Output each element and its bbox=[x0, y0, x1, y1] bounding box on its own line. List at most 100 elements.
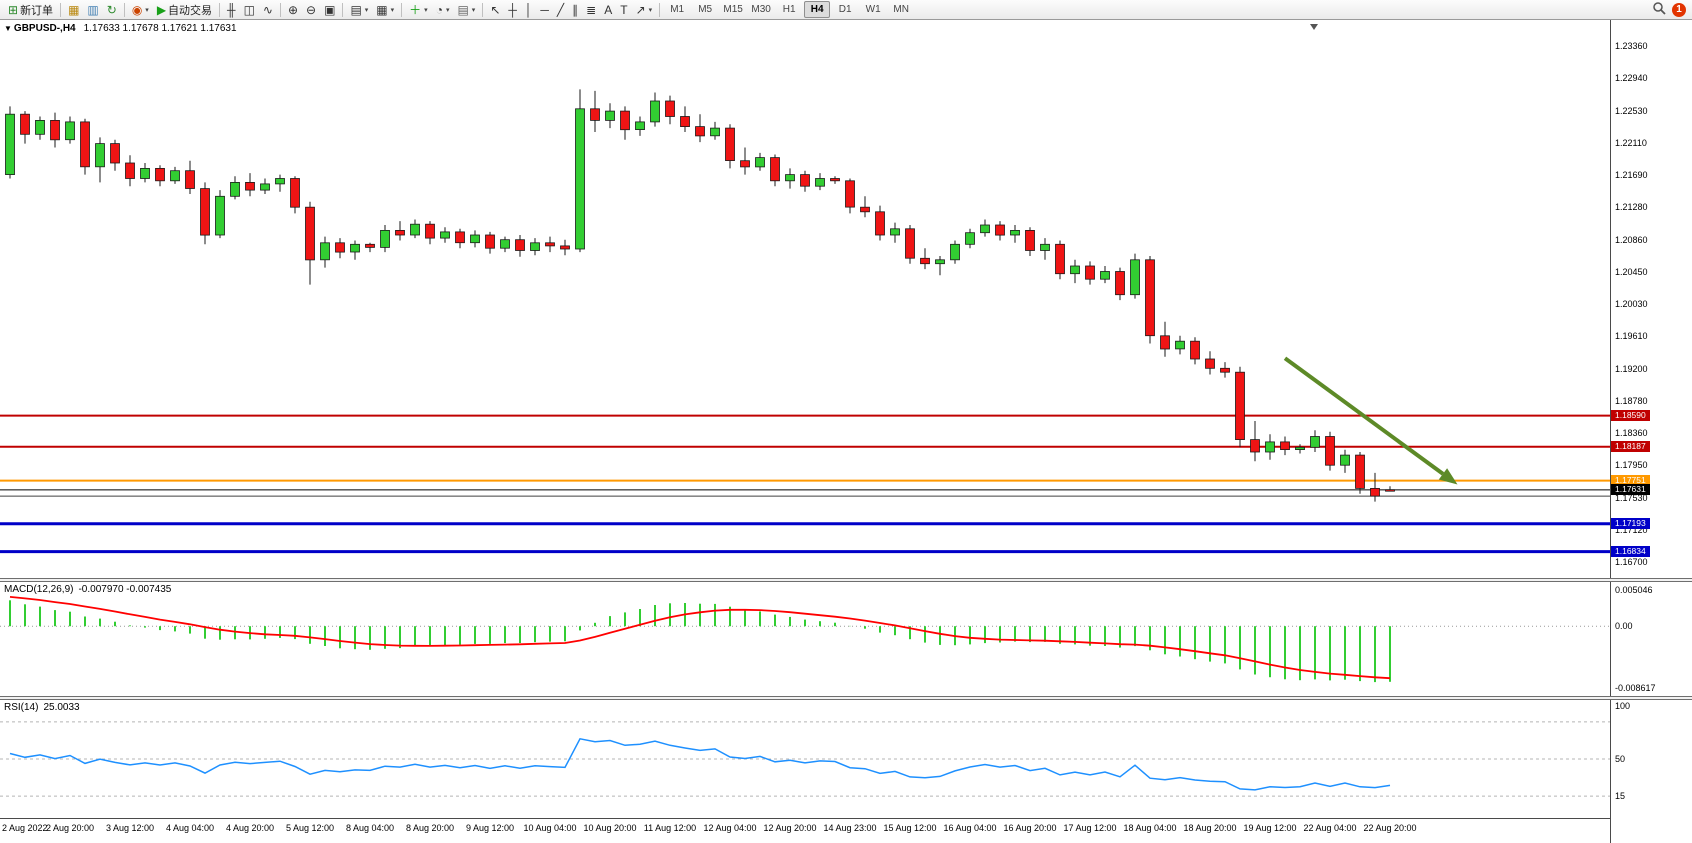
dropdown-caret-icon[interactable]: ▾ bbox=[445, 6, 450, 14]
collapse-triangle-icon[interactable]: ▼ bbox=[4, 24, 12, 33]
new-order-button-label: 新订单 bbox=[20, 4, 54, 17]
channel-tool-icon: ∥ bbox=[572, 2, 579, 17]
chart-ohlc-values: 1.17633 1.17678 1.17621 1.17631 bbox=[83, 23, 237, 34]
vertical-line-tool-button[interactable]: │ bbox=[521, 0, 537, 19]
time-axis-label: 18 Aug 20:00 bbox=[1183, 823, 1237, 833]
toolbar-group-windows: ▤ ▾ ▦ ▾ bbox=[346, 0, 398, 19]
macd-indicator-label: MACD(12,26,9) -0.007970 -0.007435 bbox=[4, 584, 171, 595]
toolbar-separator bbox=[60, 2, 62, 17]
fibonacci-tool-icon: ≣ bbox=[586, 2, 597, 17]
time-axis-label: 8 Aug 04:00 bbox=[345, 823, 395, 833]
indicator-list-icon: ▤ bbox=[350, 2, 362, 17]
refresh-button[interactable]: ↻ bbox=[103, 0, 121, 19]
dropdown-caret-icon[interactable]: ▾ bbox=[471, 6, 476, 14]
arrows-tool-button[interactable]: ↗ ▾ bbox=[632, 0, 657, 19]
price-tick-label: 1.18360 bbox=[1615, 428, 1648, 438]
dropdown-caret-icon[interactable]: ▾ bbox=[390, 6, 395, 14]
time-axis[interactable]: 2 Aug 2022 2 Aug 20:00 3 Aug 12:00 4 Aug 04… bbox=[0, 818, 1610, 843]
fibonacci-tool-button[interactable]: ≣ bbox=[582, 0, 600, 19]
text-tool-button[interactable]: A bbox=[600, 0, 616, 19]
add-indicator-button[interactable]: ＋ ▾ bbox=[405, 0, 432, 19]
timeframe-h1-button[interactable]: H1 bbox=[782, 4, 796, 15]
charts-button[interactable]: ▦ bbox=[64, 0, 83, 19]
price-axis[interactable]: 1.23360 1.22940 1.22530 1.22110 1.21690 1.212… bbox=[1610, 20, 1692, 843]
price-tick-label: 1.19610 bbox=[1615, 331, 1648, 342]
new-chart-button[interactable]: ◉ ▾ bbox=[128, 0, 153, 19]
rsi-axis-label: 100 bbox=[1615, 701, 1631, 711]
macd-axis-label: -0.008617 bbox=[1615, 683, 1656, 693]
vertical-line-tool-icon: │ bbox=[524, 2, 533, 17]
zoom-in-icon: ⊕ bbox=[287, 2, 299, 17]
zoom-out-button[interactable]: ⊖ bbox=[302, 0, 320, 19]
add-indicator-icon: ＋ bbox=[409, 2, 422, 17]
price-tick-label: 1.21690 bbox=[1615, 170, 1648, 180]
panel-splitter[interactable] bbox=[0, 578, 1692, 582]
time-axis-label: 8 Aug 20:00 bbox=[405, 823, 455, 833]
price-tick-label: 1.18780 bbox=[1615, 395, 1648, 406]
timeframe-w1-button[interactable]: W1 bbox=[865, 4, 881, 15]
time-axis-label: 10 Aug 20:00 bbox=[583, 823, 637, 833]
time-axis-label: 22 Aug 04:00 bbox=[1303, 823, 1357, 833]
trendline-tool-button[interactable]: ╱ bbox=[553, 0, 568, 19]
macd-panel-canvas[interactable] bbox=[0, 582, 1610, 696]
label-tool-button[interactable]: T bbox=[616, 0, 631, 19]
periods-button[interactable]: ◔ ▾ bbox=[432, 0, 454, 19]
toolbar-separator bbox=[123, 2, 125, 17]
new-order-button[interactable]: ⊞ 新订单 bbox=[4, 0, 57, 19]
autotrading-icon: ▶ bbox=[156, 2, 167, 17]
arrows-tool-icon: ↗ bbox=[635, 2, 646, 17]
profiles-button[interactable]: ▥ bbox=[83, 0, 102, 19]
template-button[interactable]: ▤ ▾ bbox=[453, 0, 479, 19]
rsi-line bbox=[9, 737, 1391, 791]
cursor-tool-button[interactable]: ↖ bbox=[486, 0, 504, 19]
price-tick-label: 1.19200 bbox=[1615, 363, 1648, 374]
search-button[interactable] bbox=[1652, 1, 1666, 18]
rsi-indicator-label: RSI(14) 25.0033 bbox=[4, 702, 80, 713]
price-chart-canvas[interactable] bbox=[0, 20, 1610, 578]
tile-windows-button[interactable]: ▣ bbox=[320, 0, 339, 19]
autotrading-button[interactable]: ▶ 自动交易 bbox=[153, 0, 216, 19]
crosshair-tool-button[interactable]: ┼ bbox=[504, 0, 521, 19]
toolbar-group-chart-types: ╫ ◫ ∿ bbox=[223, 0, 277, 19]
toolbar-group-orders: ⊞ 新订单 bbox=[4, 0, 57, 19]
timeframe-d1-button[interactable]: D1 bbox=[838, 4, 852, 15]
dropdown-caret-icon[interactable]: ▾ bbox=[424, 6, 428, 14]
chart-shift-marker-icon[interactable] bbox=[1310, 24, 1318, 30]
candlestick-chart-icon: ◫ bbox=[243, 2, 255, 17]
charts-icon: ▦ bbox=[68, 2, 80, 17]
template-icon: ▤ bbox=[457, 2, 469, 17]
rsi-axis-label: 15 bbox=[1615, 791, 1626, 802]
timeframe-m30-button[interactable]: M30 bbox=[751, 4, 771, 15]
new-order-icon: ⊞ bbox=[8, 2, 19, 17]
price-tick-label: 1.22530 bbox=[1615, 105, 1648, 116]
panel-splitter[interactable] bbox=[0, 696, 1692, 700]
line-chart-button[interactable]: ∿ bbox=[259, 0, 277, 19]
timeframe-m5-button[interactable]: M5 bbox=[698, 4, 713, 15]
dropdown-caret-icon[interactable]: ▾ bbox=[145, 6, 149, 14]
timeframe-mn-button[interactable]: MN bbox=[893, 4, 909, 15]
bid-price-line-price-tag: 1.17631 bbox=[1611, 484, 1650, 496]
channel-tool-button[interactable]: ∥ bbox=[568, 0, 582, 19]
candlestick-chart-button[interactable]: ◫ bbox=[240, 0, 259, 19]
time-axis-label: 4 Aug 04:00 bbox=[165, 823, 215, 833]
rsi-panel-canvas[interactable] bbox=[0, 700, 1610, 818]
notification-badge[interactable]: 1 bbox=[1672, 2, 1686, 17]
dropdown-caret-icon[interactable]: ▾ bbox=[364, 6, 369, 14]
timeframe-m15-button[interactable]: M15 bbox=[723, 4, 743, 15]
horizontal-line-tool-button[interactable]: ─ bbox=[536, 0, 553, 19]
periods-icon: ◔ bbox=[435, 2, 443, 17]
toolbar-group-tools: ↖ ┼ │ ─ ╱ ∥ ≣ A T ↗ ▾ bbox=[486, 0, 656, 19]
dropdown-caret-icon[interactable]: ▾ bbox=[648, 6, 653, 14]
toolbar-group-zoom: ⊕ ⊖ ▣ bbox=[284, 0, 339, 19]
objects-list-button[interactable]: ▦ ▾ bbox=[372, 0, 398, 19]
label-tool-icon: T bbox=[620, 2, 628, 17]
timeframe-h4-button[interactable]: H4 bbox=[804, 1, 831, 18]
autotrading-button-label: 自动交易 bbox=[168, 4, 213, 17]
timeframe-m1-button[interactable]: M1 bbox=[670, 4, 685, 15]
pivot-line-price-tag: 1.17751 bbox=[1611, 475, 1650, 487]
indicator-list-button[interactable]: ▤ ▾ bbox=[346, 0, 372, 19]
zoom-in-button[interactable]: ⊕ bbox=[284, 0, 302, 19]
downtrend-arrow[interactable] bbox=[1283, 356, 1458, 485]
bar-chart-button[interactable]: ╫ bbox=[223, 0, 240, 19]
